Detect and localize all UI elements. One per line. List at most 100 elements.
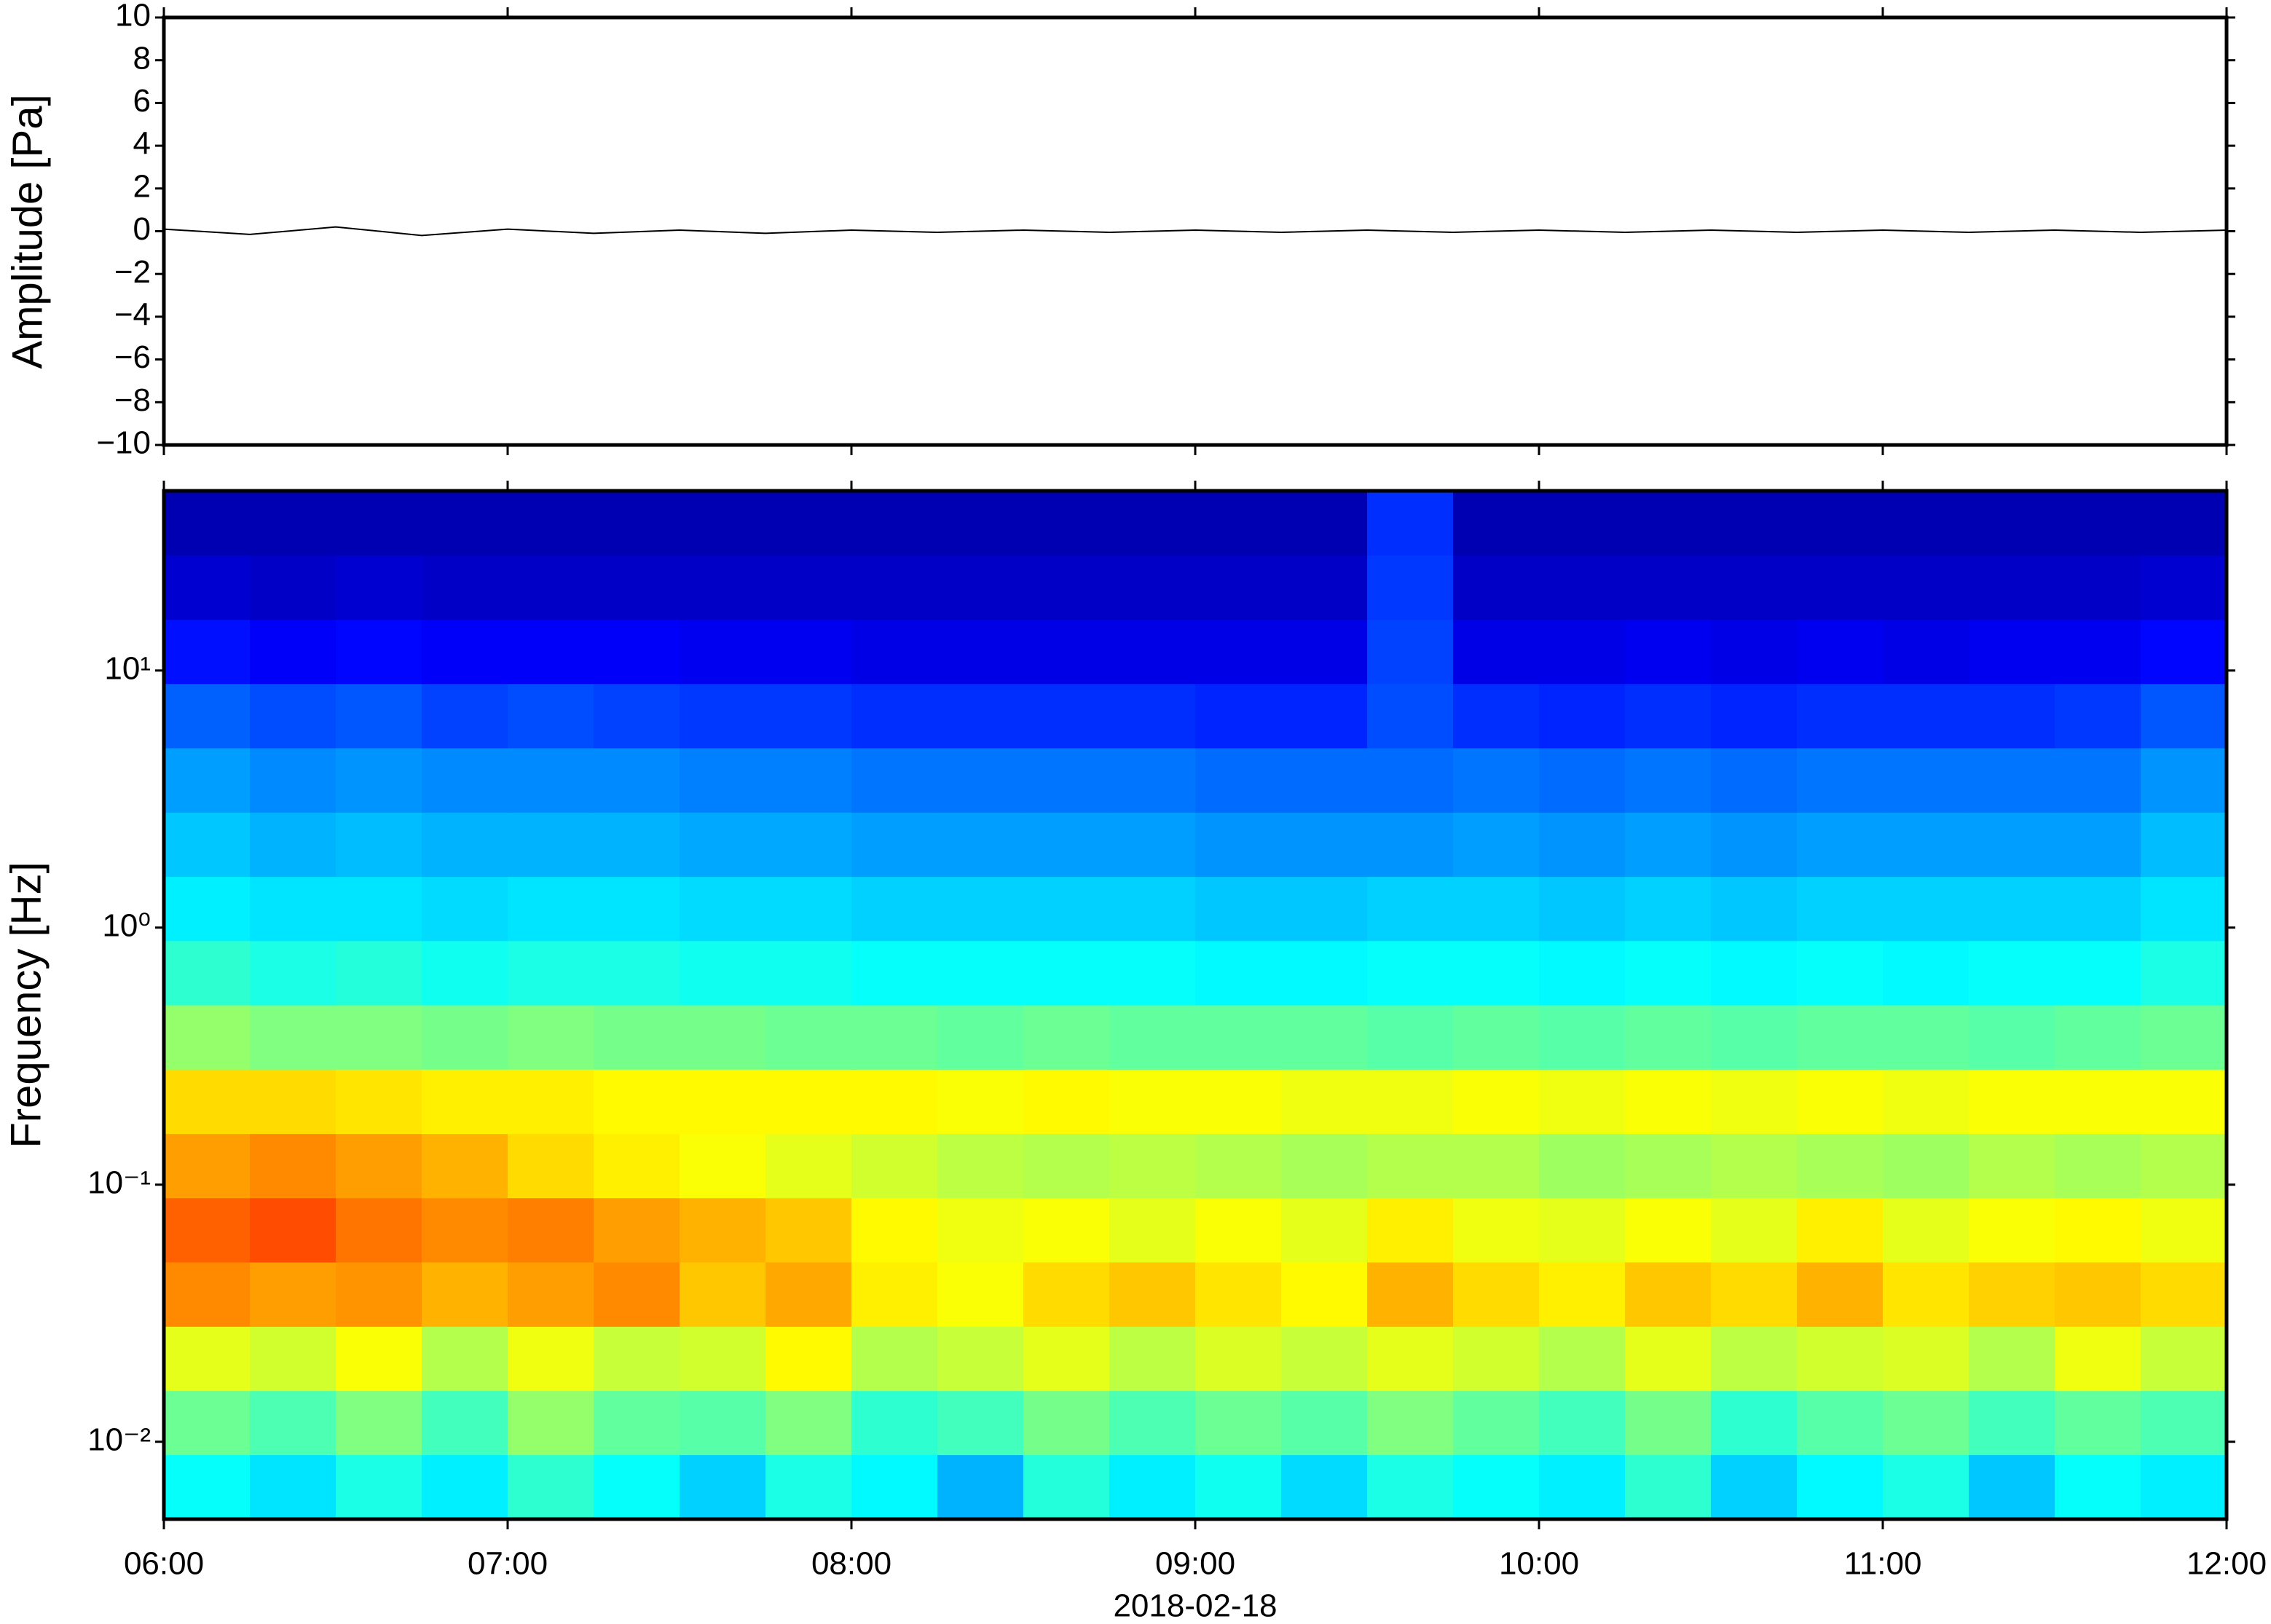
heatmap-cell <box>422 812 508 878</box>
heatmap-cell <box>1281 1005 1368 1070</box>
y-axis-label: Frequency [Hz] <box>2 862 50 1148</box>
heatmap-cell <box>336 683 422 749</box>
heatmap-cell <box>1969 491 2055 556</box>
heatmap-cell <box>851 1326 938 1392</box>
heatmap-cell <box>250 748 336 813</box>
y-tick-label: −8 <box>114 382 151 418</box>
heatmap-cell <box>765 1133 852 1199</box>
heatmap-cell <box>1625 1454 1712 1520</box>
heatmap-cell <box>2141 555 2227 620</box>
heatmap-cell <box>336 555 422 620</box>
heatmap-cell <box>1797 1197 1884 1263</box>
heatmap-cell <box>422 619 508 685</box>
heatmap-cell <box>422 555 508 620</box>
heatmap-cell <box>164 1454 251 1520</box>
heatmap-cell <box>1797 1326 1884 1392</box>
heatmap-cell <box>680 619 766 685</box>
heatmap-cell <box>1797 812 1884 878</box>
heatmap-cell <box>2055 1005 2141 1070</box>
heatmap-cell <box>937 748 1024 813</box>
heatmap-cell <box>508 1069 594 1135</box>
heatmap-cell <box>1023 1133 1110 1199</box>
heatmap-cell <box>765 748 852 813</box>
heatmap-cell <box>1109 491 1196 556</box>
heatmap-cell <box>937 619 1024 685</box>
heatmap-cell <box>680 1390 766 1456</box>
heatmap-cell <box>1539 876 1626 942</box>
heatmap-cell <box>508 1005 594 1070</box>
heatmap-cell <box>680 1197 766 1263</box>
heatmap-cell <box>1883 555 1969 620</box>
heatmap-cell <box>1883 876 1969 942</box>
y-tick-label: 2 <box>133 168 151 204</box>
heatmap-cell <box>508 812 594 878</box>
heatmap-cell <box>594 940 680 1006</box>
heatmap-cell <box>594 619 680 685</box>
heatmap-cell <box>1625 491 1712 556</box>
heatmap-cell <box>1625 1005 1712 1070</box>
heatmap-cell <box>1453 619 1540 685</box>
heatmap-cell <box>1109 1069 1196 1135</box>
heatmap-cell <box>422 683 508 749</box>
heatmap-cell <box>422 1262 508 1327</box>
heatmap-cell <box>1109 683 1196 749</box>
heatmap-cell <box>1195 1197 1282 1263</box>
heatmap-cell <box>1453 1197 1540 1263</box>
heatmap-cell <box>1109 1390 1196 1456</box>
heatmap-cell <box>422 748 508 813</box>
heatmap-cell <box>164 491 251 556</box>
heatmap-cell <box>422 1133 508 1199</box>
heatmap-cell <box>594 1005 680 1070</box>
heatmap-cell <box>1625 748 1712 813</box>
heatmap-cell <box>765 1069 852 1135</box>
heatmap-cell <box>680 1326 766 1392</box>
heatmap-cell <box>1281 876 1368 942</box>
heatmap-cell <box>508 1326 594 1392</box>
heatmap-cell <box>2055 1197 2141 1263</box>
heatmap-cell <box>508 1197 594 1263</box>
heatmap-cell <box>1195 683 1282 749</box>
heatmap-cell <box>1969 812 2055 878</box>
heatmap-cell <box>1023 619 1110 685</box>
heatmap-cell <box>1281 940 1368 1006</box>
heatmap-cell <box>1109 1454 1196 1520</box>
heatmap-cell <box>1711 555 1798 620</box>
heatmap-cell <box>2141 1262 2227 1327</box>
heatmap-cell <box>336 1133 422 1199</box>
heatmap-cell <box>1023 812 1110 878</box>
heatmap-cell <box>2055 1326 2141 1392</box>
heatmap-cell <box>1281 619 1368 685</box>
heatmap-cell <box>1625 683 1712 749</box>
heatmap-cell <box>164 812 251 878</box>
x-tick-label: 08:00 <box>811 1546 892 1582</box>
y-tick-label: 8 <box>133 40 151 76</box>
heatmap-cell <box>1969 1005 2055 1070</box>
y-tick-label: −2 <box>114 254 151 290</box>
heatmap-cell <box>1539 1197 1626 1263</box>
heatmap-cell <box>765 1197 852 1263</box>
heatmap-cell <box>1195 940 1282 1006</box>
heatmap-cell <box>594 683 680 749</box>
heatmap-cell <box>164 1390 251 1456</box>
heatmap-cell <box>1281 683 1368 749</box>
heatmap-cell <box>1625 1197 1712 1263</box>
heatmap-cell <box>1539 555 1626 620</box>
y-axis-label: Amplitude [Pa] <box>4 94 51 368</box>
x-tick-label: 06:00 <box>124 1546 204 1582</box>
heatmap-cell <box>336 940 422 1006</box>
y-tick-label: 10⁻¹ <box>87 1164 151 1200</box>
heatmap-cell <box>336 491 422 556</box>
heatmap-cell <box>1453 940 1540 1006</box>
heatmap-cell <box>508 876 594 942</box>
heatmap-cell <box>851 1005 938 1070</box>
heatmap-cell <box>1023 1262 1110 1327</box>
heatmap-cell <box>680 940 766 1006</box>
heatmap-cell <box>1883 491 1969 556</box>
heatmap-cell <box>594 876 680 942</box>
heatmap-cell <box>680 1005 766 1070</box>
heatmap-cell <box>594 748 680 813</box>
heatmap-cell <box>2141 619 2227 685</box>
heatmap-cell <box>1969 683 2055 749</box>
heatmap-cell <box>1539 1262 1626 1327</box>
heatmap-cell <box>1539 812 1626 878</box>
